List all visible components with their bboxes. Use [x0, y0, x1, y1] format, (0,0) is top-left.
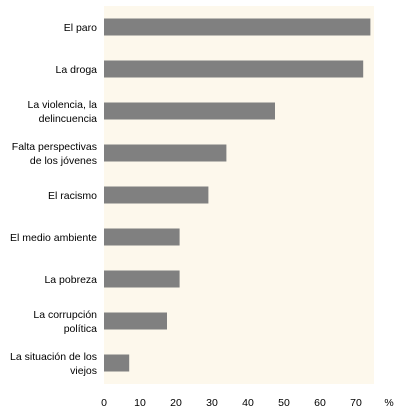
- x-tick-label: 20: [170, 397, 182, 409]
- x-tick-label: 10: [134, 397, 146, 409]
- category-label: El racismo: [48, 190, 97, 202]
- category-label: La droga: [56, 64, 98, 76]
- x-tick-label: 60: [314, 397, 326, 409]
- category-label: El medio ambiente: [10, 232, 97, 244]
- category-labels: El paro La droga La violencia, la delincuen…: [10, 22, 97, 377]
- category-label: La situación de los: [10, 351, 97, 363]
- bar: [104, 312, 167, 330]
- bar: [104, 354, 130, 372]
- category-label: La pobreza: [44, 274, 97, 286]
- x-tick-label: 40: [242, 397, 254, 409]
- category-label: El paro: [64, 22, 97, 34]
- bars: [104, 18, 371, 372]
- category-label: La corrupción: [33, 309, 97, 321]
- bar: [104, 270, 180, 288]
- category-label: viejos: [70, 365, 97, 377]
- x-tick-label: 50: [278, 397, 290, 409]
- x-tick-label: 0: [101, 397, 107, 409]
- category-label: La violencia, la: [28, 99, 98, 111]
- bar: [104, 18, 371, 36]
- unit-label: %: [384, 397, 393, 409]
- bar: [104, 228, 180, 246]
- bar: [104, 186, 209, 204]
- bar: [104, 144, 227, 162]
- bar: [104, 102, 275, 120]
- category-label: política: [64, 323, 97, 335]
- x-axis-ticks: 0 10 20 30 40 50 60 70: [101, 397, 362, 409]
- bar: [104, 60, 364, 78]
- x-tick-label: 70: [350, 397, 362, 409]
- category-label: delincuencia: [39, 113, 98, 125]
- category-label: de los jóvenes: [30, 155, 97, 167]
- x-tick-label: 30: [206, 397, 218, 409]
- category-label: Falta perspectivas: [12, 141, 97, 153]
